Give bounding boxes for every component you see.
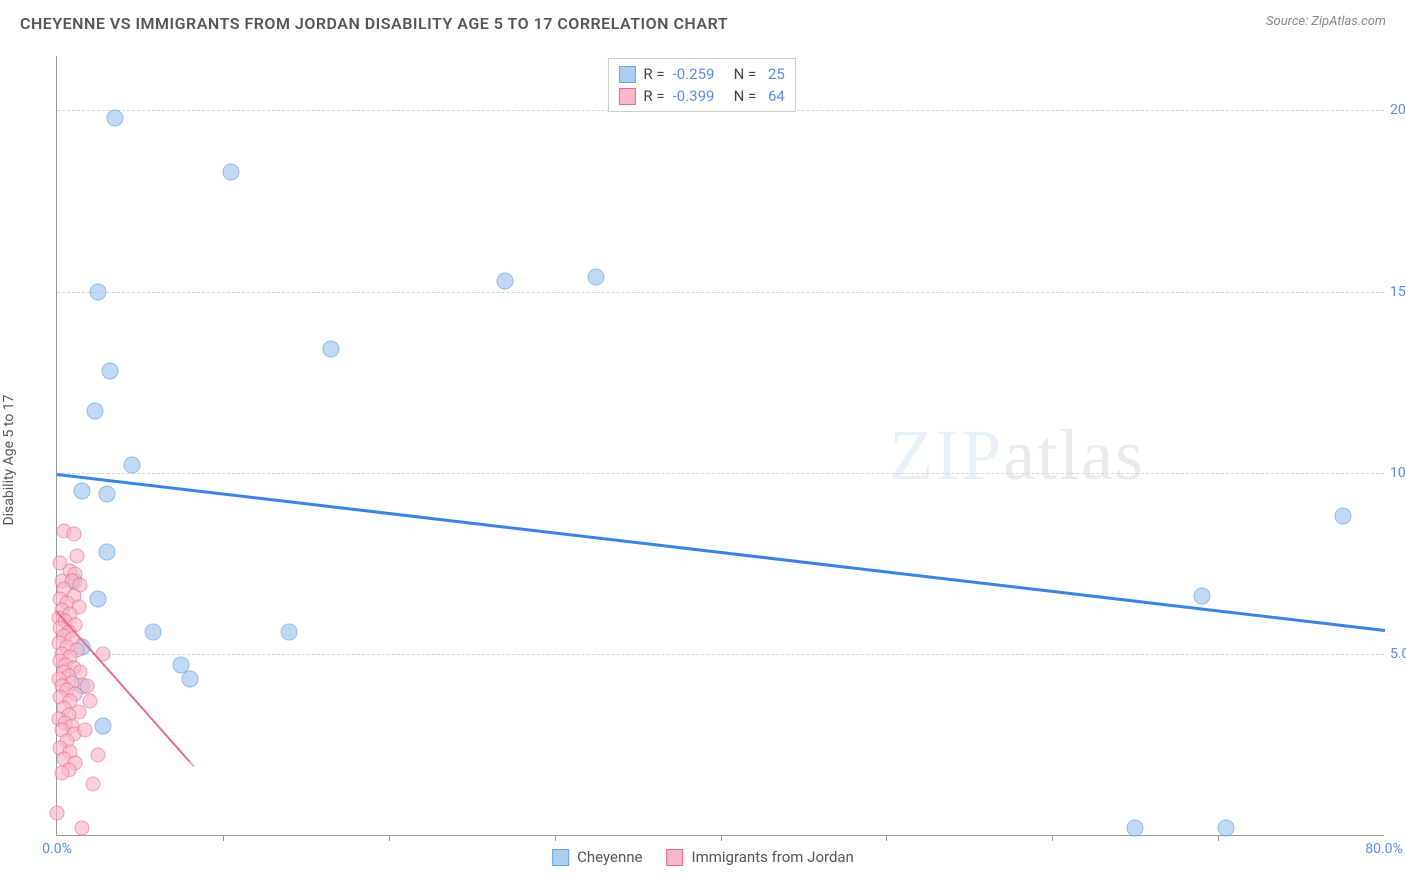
watermark-atlas: atlas (1003, 415, 1145, 495)
gridline-horizontal (57, 292, 1384, 293)
data-point (496, 272, 513, 289)
data-point (54, 766, 69, 781)
data-point (86, 777, 101, 792)
data-point (588, 269, 605, 286)
data-point (223, 163, 240, 180)
legend-series-item: Immigrants from Jordan (667, 848, 854, 866)
data-point (1218, 819, 1235, 836)
plot-area: R = -0.259 N = 25R = -0.399 N = 64 ZIPat… (56, 56, 1384, 836)
legend-n-value: 25 (768, 63, 785, 85)
legend-series: Cheyenne Immigrants from Jordan (552, 848, 854, 866)
data-point (66, 527, 81, 542)
data-point (90, 283, 107, 300)
legend-series-item: Cheyenne (552, 848, 642, 866)
legend-swatch (552, 849, 569, 866)
data-point (69, 549, 84, 564)
data-point (123, 457, 140, 474)
legend-n-value: 64 (768, 85, 785, 107)
legend-correlation: R = -0.259 N = 25R = -0.399 N = 64 (607, 58, 795, 112)
legend-r-value: -0.259 (673, 63, 715, 85)
chart-title: CHEYENNE VS IMMIGRANTS FROM JORDAN DISAB… (20, 14, 728, 33)
watermark-zip: ZIP (889, 415, 1003, 495)
legend-row: R = -0.399 N = 64 (618, 85, 784, 107)
x-tick-mark (223, 835, 224, 841)
legend-r-label: R = (643, 85, 664, 107)
gridline-horizontal (57, 473, 1384, 474)
chart-container: Disability Age 5 to 17 R = -0.259 N = 25… (14, 48, 1392, 872)
legend-swatch (618, 66, 635, 83)
y-axis-label: Disability Age 5 to 17 (1, 394, 17, 525)
x-tick-mark (886, 835, 887, 841)
x-tick-mark (1218, 835, 1219, 841)
data-point (95, 718, 112, 735)
data-point (181, 671, 198, 688)
data-point (90, 591, 107, 608)
watermark: ZIPatlas (889, 414, 1145, 497)
legend-row: R = -0.259 N = 25 (618, 63, 784, 85)
chart-source: Source: ZipAtlas.com (1266, 14, 1386, 29)
data-point (107, 109, 124, 126)
gridline-horizontal (57, 654, 1384, 655)
trend-line (57, 473, 1385, 631)
data-point (1127, 819, 1144, 836)
data-point (145, 624, 162, 641)
data-point (74, 820, 89, 835)
data-point (83, 693, 98, 708)
data-point (50, 806, 65, 821)
data-point (73, 482, 90, 499)
y-tick-label: 20.0% (1386, 102, 1406, 118)
x-tick-mark (721, 835, 722, 841)
data-point (78, 722, 93, 737)
legend-n-label: N = (722, 85, 760, 107)
data-point (281, 624, 298, 641)
y-tick-label: 5.0% (1386, 646, 1406, 662)
y-tick-label: 10.0% (1386, 465, 1406, 481)
data-point (102, 363, 119, 380)
x-tick-mark (389, 835, 390, 841)
data-point (98, 486, 115, 503)
legend-r-value: -0.399 (673, 85, 715, 107)
legend-series-label: Immigrants from Jordan (692, 848, 854, 866)
x-tick-label: 0.0% (42, 841, 72, 857)
chart-header: CHEYENNE VS IMMIGRANTS FROM JORDAN DISAB… (0, 0, 1406, 41)
legend-series-label: Cheyenne (577, 848, 642, 866)
x-tick-mark (1052, 835, 1053, 841)
x-tick-label: 80.0% (1365, 841, 1403, 857)
data-point (87, 403, 104, 420)
data-point (1334, 508, 1351, 525)
data-point (98, 544, 115, 561)
data-point (322, 341, 339, 358)
data-point (91, 748, 106, 763)
y-tick-label: 15.0% (1386, 284, 1406, 300)
data-point (1193, 587, 1210, 604)
x-tick-mark (555, 835, 556, 841)
legend-swatch (667, 849, 684, 866)
legend-r-label: R = (643, 63, 664, 85)
legend-n-label: N = (722, 63, 760, 85)
legend-swatch (618, 88, 635, 105)
